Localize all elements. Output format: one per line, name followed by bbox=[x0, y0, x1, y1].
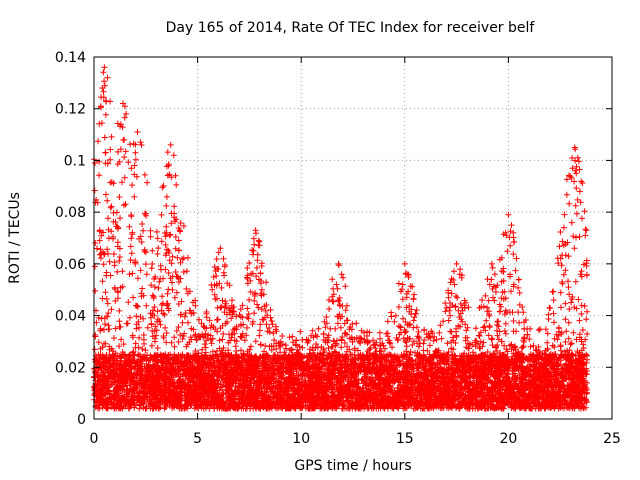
y-tick-label: 0.08 bbox=[55, 205, 86, 221]
x-tick-label: 10 bbox=[292, 431, 310, 447]
x-tick-label: 15 bbox=[396, 431, 414, 447]
x-tick-label: 0 bbox=[90, 431, 99, 447]
x-tick-label: 25 bbox=[603, 431, 621, 447]
y-axis-label: ROTI / TECUs bbox=[7, 192, 23, 284]
grid-lines bbox=[94, 57, 612, 419]
axis-ticks: 0 5 10 15 20 25 0 0.02 0.04 0.06 0.08 0.1 0.12 0.14 bbox=[55, 50, 621, 447]
y-tick-label: 0.02 bbox=[55, 360, 86, 376]
data-points bbox=[91, 64, 591, 412]
x-tick-label: 20 bbox=[499, 431, 517, 447]
plot-frame bbox=[93, 56, 613, 420]
y-tick-label: 0 bbox=[77, 412, 86, 428]
roti-series-markers bbox=[91, 64, 591, 412]
y-tick-label: 0.14 bbox=[55, 50, 86, 66]
y-tick-label: 0.1 bbox=[64, 153, 86, 169]
y-tick-label: 0.06 bbox=[55, 257, 86, 273]
y-tick-label: 0.04 bbox=[55, 309, 86, 325]
y-tick-label: 0.12 bbox=[55, 102, 86, 118]
x-tick-label: 5 bbox=[193, 431, 202, 447]
chart-title: Day 165 of 2014, Rate Of TEC Index for r… bbox=[166, 20, 536, 36]
x-axis-label: GPS time / hours bbox=[294, 458, 411, 474]
